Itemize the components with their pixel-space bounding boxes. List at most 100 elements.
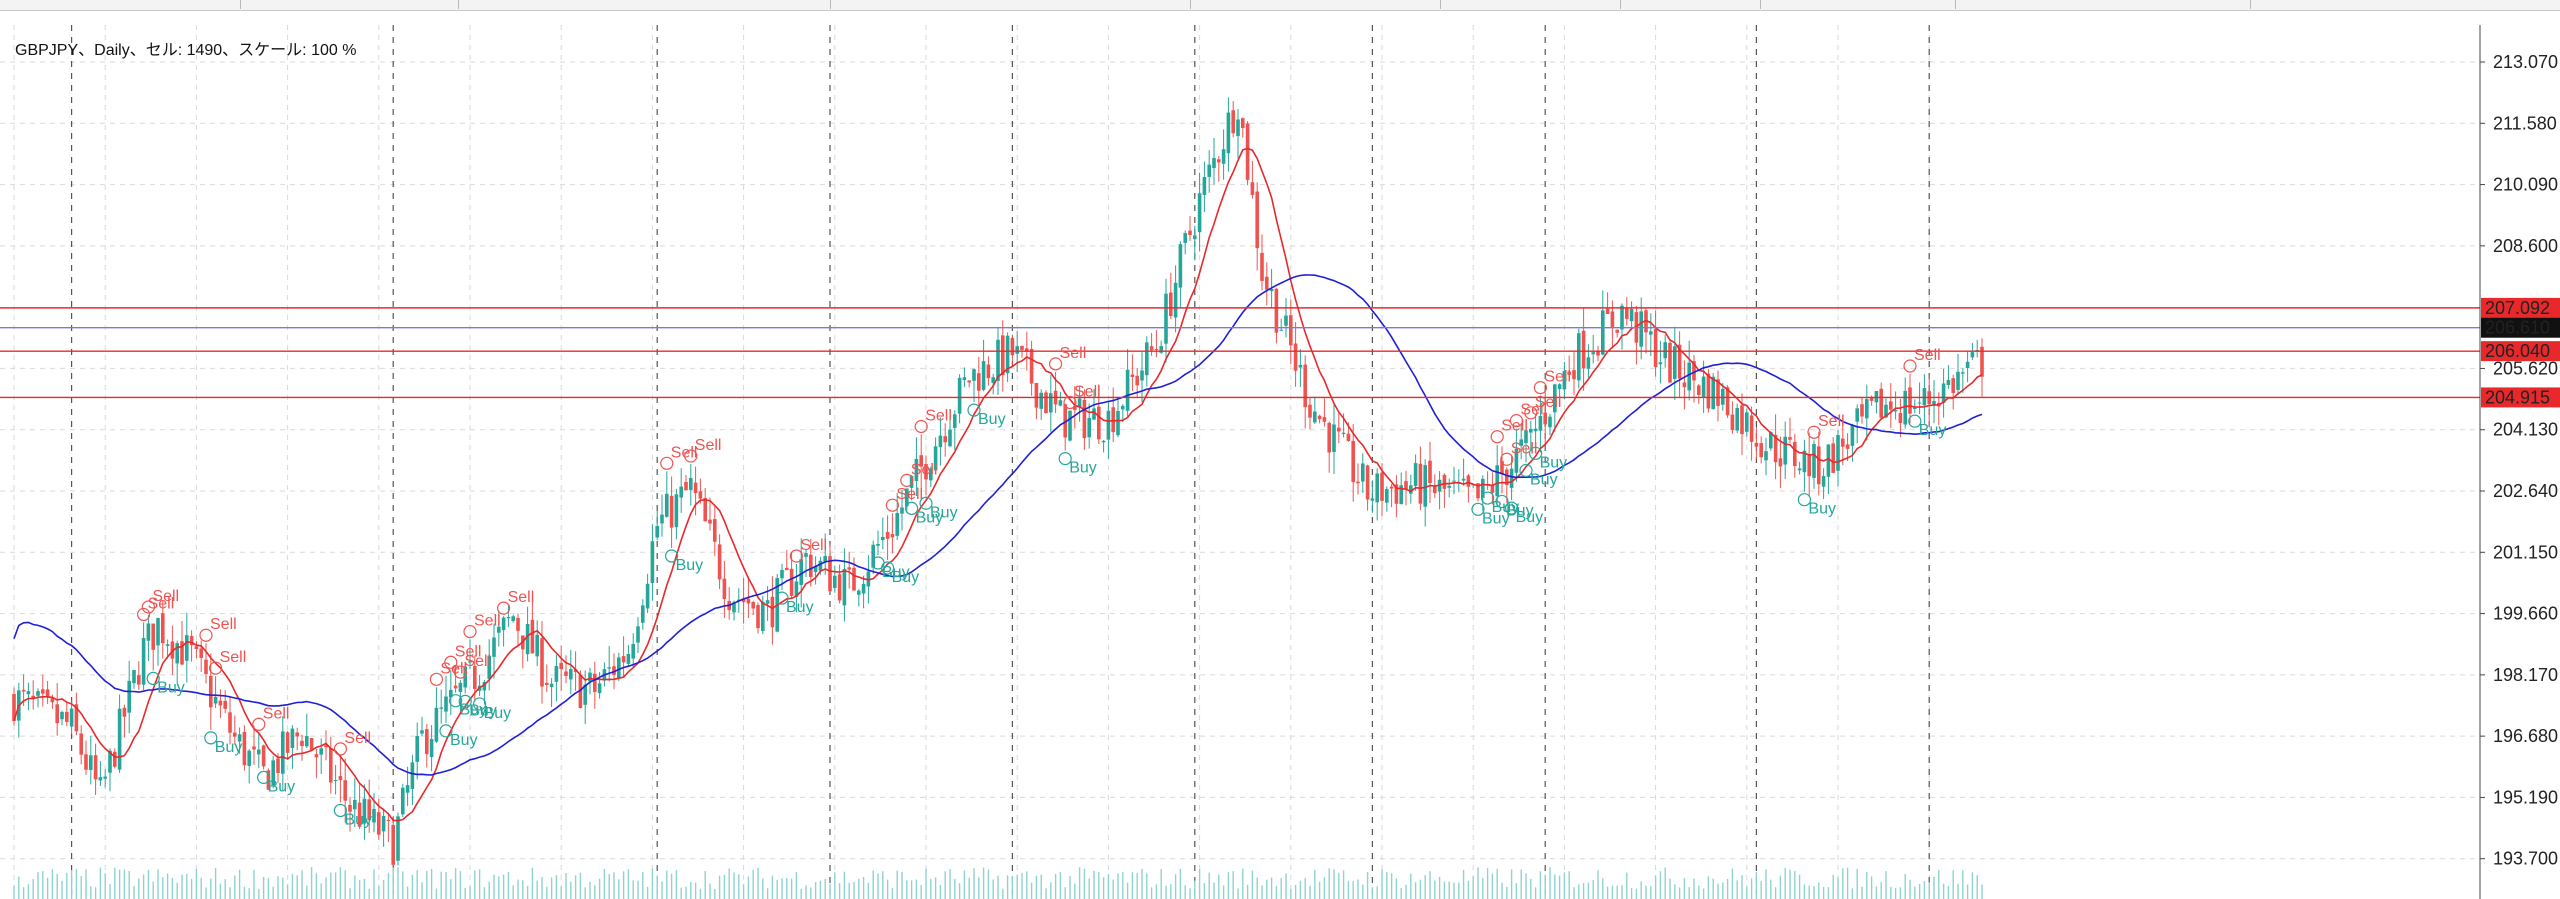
candle-body bbox=[991, 377, 995, 383]
candle-body bbox=[1135, 375, 1139, 386]
candle-body bbox=[1375, 473, 1379, 503]
candle-body bbox=[1073, 405, 1077, 410]
candle bbox=[98, 761, 103, 787]
candle bbox=[1068, 410, 1072, 442]
buy-signal-label: Buy bbox=[786, 599, 814, 616]
sell-signal-label: Sell bbox=[210, 616, 237, 633]
candle bbox=[338, 756, 343, 803]
candle-body bbox=[1913, 407, 1917, 409]
candle-body bbox=[1956, 371, 1960, 390]
candle-body bbox=[1596, 351, 1600, 356]
candle-body bbox=[583, 684, 587, 705]
candle-body bbox=[319, 748, 323, 755]
candle bbox=[189, 630, 194, 662]
candle-body bbox=[21, 689, 26, 692]
candle bbox=[693, 466, 698, 516]
candle-body bbox=[1649, 331, 1653, 335]
candle-body bbox=[713, 519, 717, 542]
candle-body bbox=[127, 680, 131, 713]
candle bbox=[1615, 329, 1619, 338]
candle bbox=[1101, 439, 1106, 453]
buy-signal-label: Buy bbox=[1540, 454, 1568, 471]
price-axis[interactable]: 213.070 211.580 210.090 208.600 205.620 204.1… bbox=[2479, 25, 2560, 899]
candle bbox=[1980, 338, 1984, 397]
candle bbox=[938, 417, 943, 466]
candle-body bbox=[1159, 346, 1163, 353]
sell-signal-label: Sell bbox=[1060, 345, 1087, 362]
candle bbox=[1975, 339, 1979, 358]
candle-body bbox=[1505, 469, 1509, 485]
candle-body bbox=[434, 707, 439, 742]
buy-signal-marker bbox=[775, 591, 789, 605]
candle-body bbox=[717, 544, 722, 580]
candle-body bbox=[1850, 425, 1855, 446]
candle-body bbox=[180, 641, 184, 665]
candle-body bbox=[957, 377, 962, 414]
candle bbox=[588, 667, 592, 695]
candle bbox=[26, 682, 31, 711]
price-chart[interactable]: SellSellBuySellBuySellSellBuySellBuySell… bbox=[0, 11, 2560, 899]
candle-body bbox=[93, 755, 98, 780]
candle-body bbox=[1221, 149, 1226, 164]
candle-body bbox=[1922, 388, 1927, 406]
buy-signal-label: Buy bbox=[344, 811, 372, 828]
candle-body bbox=[924, 464, 928, 480]
candle bbox=[1769, 431, 1773, 451]
candle bbox=[943, 423, 947, 457]
candle bbox=[1236, 109, 1240, 159]
candle bbox=[165, 639, 170, 659]
candle bbox=[319, 738, 323, 774]
candle-body bbox=[453, 685, 458, 689]
candle-body bbox=[1322, 417, 1327, 422]
candle bbox=[449, 670, 453, 716]
candle-body bbox=[1418, 463, 1423, 504]
candle-body bbox=[1812, 443, 1816, 478]
candle bbox=[1044, 390, 1048, 414]
candle bbox=[1548, 413, 1552, 436]
candle bbox=[1682, 360, 1687, 410]
candle bbox=[1697, 384, 1701, 404]
candle-body bbox=[1409, 485, 1413, 494]
candle bbox=[1817, 431, 1821, 496]
candle bbox=[770, 576, 775, 645]
candle bbox=[1677, 331, 1682, 397]
candle bbox=[1831, 437, 1835, 474]
price-badge-label: 204.915 bbox=[2485, 387, 2550, 407]
candle-body bbox=[1039, 392, 1043, 409]
candle bbox=[1385, 486, 1389, 512]
candle-body bbox=[794, 581, 799, 597]
candle-body bbox=[1178, 244, 1183, 288]
candle bbox=[79, 725, 83, 765]
candle-body bbox=[1010, 338, 1015, 356]
candle-body bbox=[1946, 379, 1951, 386]
candle bbox=[650, 524, 655, 601]
candle bbox=[204, 643, 208, 684]
candle bbox=[909, 475, 914, 501]
candle bbox=[1821, 468, 1826, 500]
candle bbox=[391, 815, 395, 866]
sell-signal-label: Sell bbox=[800, 537, 827, 554]
buy-signal-label: Buy bbox=[1808, 501, 1836, 518]
candle bbox=[626, 644, 631, 667]
grid bbox=[0, 25, 2480, 899]
candle-body bbox=[1965, 361, 1970, 369]
candle bbox=[1308, 397, 1312, 430]
buy-signal-marker bbox=[1528, 446, 1543, 460]
candle-body bbox=[703, 497, 707, 522]
candle bbox=[1260, 234, 1264, 291]
candle-body bbox=[1346, 433, 1351, 441]
candle-body bbox=[1356, 481, 1360, 484]
candle bbox=[1370, 480, 1375, 513]
candle bbox=[1668, 341, 1672, 383]
candle-body bbox=[69, 708, 74, 727]
candle-body bbox=[1101, 440, 1106, 443]
candle bbox=[1701, 360, 1706, 413]
price-tick-label: 195.190 bbox=[2493, 787, 2558, 807]
buy-signal-label: Buy bbox=[484, 705, 512, 722]
candle bbox=[1082, 389, 1087, 451]
candle-body bbox=[1461, 478, 1466, 481]
price-tick-label: 213.070 bbox=[2493, 52, 2558, 72]
candle-body bbox=[391, 824, 395, 865]
candle bbox=[1788, 417, 1792, 444]
candle bbox=[1874, 390, 1879, 414]
